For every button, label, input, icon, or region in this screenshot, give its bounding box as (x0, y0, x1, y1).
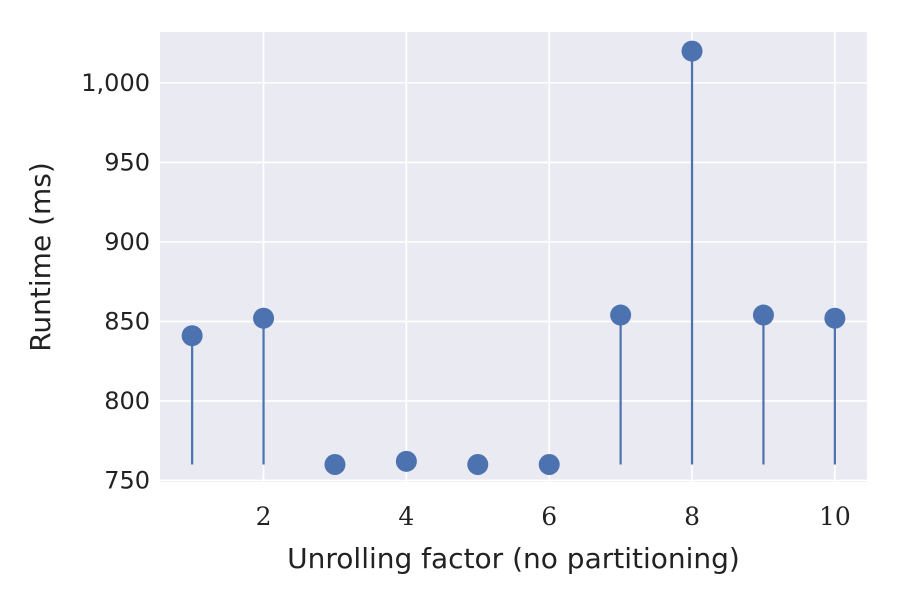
data-point (467, 454, 489, 476)
x-tick-labels: 2 4 6 8 10 (256, 502, 851, 531)
data-point (538, 454, 560, 476)
y-tick-label: 800 (104, 387, 150, 415)
x-tick-label: 4 (398, 502, 414, 531)
y-axis-label: Runtime (ms) (24, 162, 57, 352)
stem-lines (191, 51, 836, 465)
x-tick-label: 2 (256, 502, 272, 531)
y-tick-label: 1,000 (81, 69, 150, 97)
x-tick-label: 8 (684, 502, 700, 531)
data-point (181, 325, 203, 347)
y-tick-labels: 750 800 850 900 950 1,000 (81, 69, 150, 495)
y-tick-label: 850 (104, 307, 150, 335)
y-tick-label: 750 (104, 466, 150, 494)
y-tick-label: 900 (104, 228, 150, 256)
plot-area (160, 32, 867, 482)
y-tick-label: 950 (104, 148, 150, 176)
x-axis-label: Unrolling factor (no partitioning) (287, 542, 740, 575)
data-point (752, 304, 774, 326)
data-points (181, 40, 846, 476)
data-point (324, 454, 346, 476)
x-tick-label: 10 (819, 502, 851, 531)
data-point (610, 304, 632, 326)
data-point (824, 307, 846, 329)
data-point (395, 450, 417, 472)
data-point (681, 40, 703, 62)
x-tick-label: 6 (541, 502, 557, 531)
data-point (253, 307, 275, 329)
